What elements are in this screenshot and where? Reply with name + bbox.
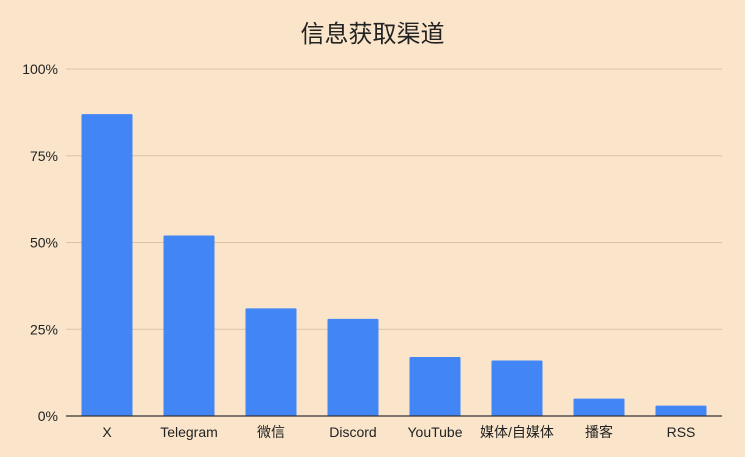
bar-1 bbox=[163, 235, 215, 416]
bars bbox=[81, 114, 707, 417]
y-tick-label: 50% bbox=[30, 235, 58, 251]
y-axis-ticks: 0% 25% 50% 75% 100% bbox=[22, 61, 58, 424]
bar-0 bbox=[81, 114, 133, 417]
bar-3 bbox=[327, 318, 379, 416]
bar-6 bbox=[573, 398, 625, 416]
y-tick-label: 100% bbox=[22, 61, 58, 77]
bar-2 bbox=[245, 308, 297, 416]
x-tick-label: 媒体/自媒体 bbox=[480, 424, 554, 440]
x-tick-label: Discord bbox=[329, 424, 376, 440]
x-tick-label: 微信 bbox=[257, 424, 285, 440]
y-tick-label: 75% bbox=[30, 148, 58, 164]
y-tick-label: 0% bbox=[38, 408, 58, 424]
x-tick-label: YouTube bbox=[407, 424, 462, 440]
bar-5 bbox=[491, 360, 543, 416]
chart-title: 信息获取渠道 bbox=[300, 20, 445, 48]
x-tick-label: Telegram bbox=[160, 424, 218, 440]
x-tick-label: RSS bbox=[667, 424, 696, 440]
bar-7 bbox=[655, 405, 707, 416]
x-tick-label: 播客 bbox=[585, 424, 613, 440]
x-axis-ticks: X Telegram 微信 Discord YouTube 媒体/自媒体 播客 RSS bbox=[102, 424, 695, 440]
x-tick-label: X bbox=[102, 424, 112, 440]
y-tick-label: 25% bbox=[30, 321, 58, 337]
bar-4 bbox=[409, 357, 461, 416]
